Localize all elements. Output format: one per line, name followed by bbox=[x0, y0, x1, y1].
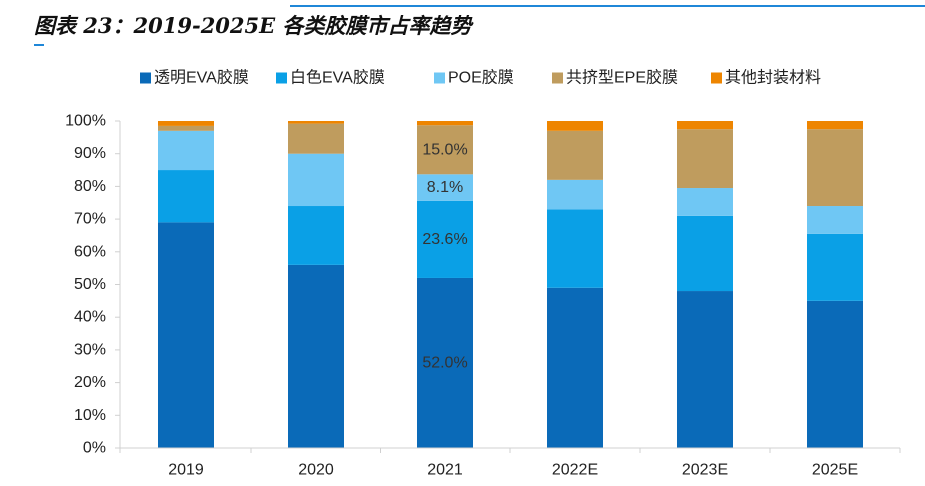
data-label: 8.1% bbox=[427, 179, 463, 196]
legend-swatch bbox=[711, 72, 722, 84]
bar-segment-1-1 bbox=[288, 206, 344, 265]
bar-segment-0-3 bbox=[547, 287, 603, 448]
figure-title: 图表 23：2019-2025E 各类胶膜市占率趋势 bbox=[34, 13, 472, 38]
bar-segment-3-1 bbox=[288, 123, 344, 154]
y-tick-label: 40% bbox=[74, 309, 106, 326]
bar-segment-1-4 bbox=[677, 215, 733, 292]
legend-label: POE胶膜 bbox=[448, 69, 514, 87]
y-tick-label: 10% bbox=[74, 407, 106, 424]
legend-label: 共挤型EPE胶膜 bbox=[566, 69, 678, 87]
y-tick-label: 0% bbox=[83, 440, 106, 457]
legend-swatch bbox=[140, 72, 151, 84]
caption-mark bbox=[34, 44, 44, 46]
bar-segment-3-3 bbox=[547, 130, 603, 180]
y-tick-label: 80% bbox=[74, 178, 106, 195]
legend-label: 白色EVA胶膜 bbox=[290, 69, 385, 87]
bar-segment-0-2 bbox=[417, 277, 473, 448]
bar-segment-2-3 bbox=[547, 179, 603, 210]
bar-segment-2-4 bbox=[677, 188, 733, 216]
x-tick-label: 2021 bbox=[427, 462, 463, 479]
bar-segment-4-2 bbox=[417, 121, 473, 126]
bar-segment-4-3 bbox=[547, 121, 603, 131]
data-label: 23.6% bbox=[422, 231, 467, 248]
bar-segment-3-4 bbox=[677, 129, 733, 189]
bar-segment-4-4 bbox=[677, 121, 733, 130]
y-tick-label: 90% bbox=[74, 145, 106, 162]
bars bbox=[158, 121, 863, 448]
x-tick-label: 2019 bbox=[168, 462, 204, 479]
x-tick-label: 2023E bbox=[682, 462, 728, 479]
legend-swatch bbox=[552, 72, 563, 84]
bar-segment-1-0 bbox=[158, 170, 214, 223]
bar-segment-0-0 bbox=[158, 222, 214, 448]
caption-rule bbox=[290, 5, 925, 7]
bar-segment-1-5 bbox=[807, 233, 863, 301]
bar-segment-1-2 bbox=[417, 200, 473, 278]
bar-segment-2-0 bbox=[158, 130, 214, 171]
legend-swatch bbox=[434, 72, 445, 84]
figure-caption: 图表 23：2019-2025E 各类胶膜市占率趋势 bbox=[0, 0, 925, 48]
y-tick-label: 100% bbox=[65, 113, 106, 130]
legend-swatch bbox=[276, 72, 287, 84]
bar-segment-1-3 bbox=[547, 209, 603, 288]
bar-segment-4-0 bbox=[158, 121, 214, 126]
y-tick-label: 50% bbox=[74, 276, 106, 293]
bar-segment-0-5 bbox=[807, 300, 863, 448]
bar-segment-4-1 bbox=[288, 121, 344, 124]
legend: 透明EVA胶膜 白色EVA胶膜 POE胶膜 共挤型EPE胶膜 其他封装材料 bbox=[140, 69, 821, 87]
data-label: 52.0% bbox=[422, 354, 467, 371]
bar-segment-3-0 bbox=[158, 125, 214, 131]
legend-label: 其他封装材料 bbox=[725, 69, 821, 87]
bar-segment-3-5 bbox=[807, 129, 863, 207]
x-tick-label: 2025E bbox=[812, 462, 858, 479]
y-tick-label: 20% bbox=[74, 374, 106, 391]
data-label: 15.0% bbox=[422, 141, 467, 158]
bar-segment-4-5 bbox=[807, 121, 863, 130]
legend-label: 透明EVA胶膜 bbox=[154, 69, 249, 87]
data-labels: 52.0% 23.6% 8.1% 15.0% bbox=[422, 141, 467, 371]
y-tick-label: 60% bbox=[74, 243, 106, 260]
y-axis: 0% 10% 20% 30% 40% 50% 60% 70% 80% 90% 100% bbox=[65, 113, 121, 457]
bar-segment-2-1 bbox=[288, 153, 344, 207]
y-tick-label: 30% bbox=[74, 341, 106, 358]
bar-segment-3-2 bbox=[417, 125, 473, 175]
bar-segment-2-2 bbox=[417, 174, 473, 201]
bar-segment-2-5 bbox=[807, 206, 863, 234]
y-tick-label: 70% bbox=[74, 211, 106, 228]
x-axis: 2019 2020 2021 2022E 2023E 2025E bbox=[119, 447, 901, 479]
x-tick-label: 2020 bbox=[298, 462, 334, 479]
bar-segment-0-4 bbox=[677, 291, 733, 448]
x-tick-label: 2022E bbox=[552, 462, 598, 479]
bar-segment-0-1 bbox=[288, 264, 344, 448]
